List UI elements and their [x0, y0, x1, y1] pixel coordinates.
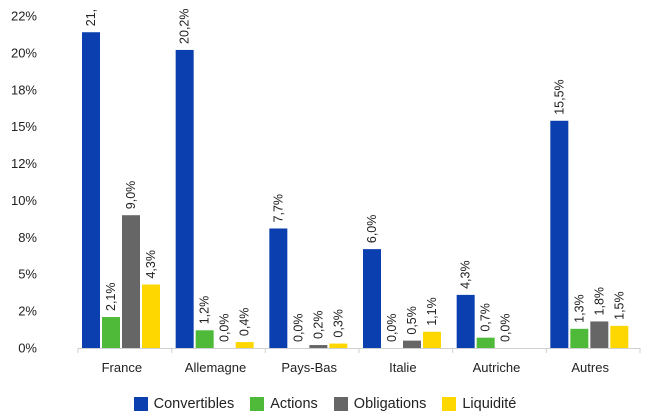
- data-label: 1,2%: [198, 296, 212, 325]
- y-axis: 0% 2% 5% 8% 10% 12% 15% 18% 20% 22%: [11, 9, 37, 356]
- y-tick-label: 15%: [11, 119, 37, 134]
- legend-item: Liquidité: [442, 396, 516, 412]
- y-tick-label: 12%: [11, 156, 37, 171]
- legend-swatch: [133, 397, 148, 411]
- legend-swatch: [250, 397, 265, 411]
- data-label: 15,5%: [552, 79, 566, 114]
- legend-item: Obligations: [333, 396, 427, 412]
- bar-convertibles: [550, 120, 569, 349]
- data-label: 0,0%: [218, 314, 232, 343]
- data-label: 4,3%: [144, 250, 158, 279]
- data-label: 0,4%: [238, 308, 252, 337]
- legend-label: Obligations: [353, 396, 427, 412]
- data-label: 1,3%: [572, 294, 586, 323]
- x-category-label: France: [102, 360, 142, 375]
- legend-swatch: [442, 397, 457, 411]
- bar-convertibles: [363, 249, 381, 348]
- data-label: 0,7%: [479, 303, 493, 331]
- data-label: 20,2%: [178, 8, 192, 43]
- data-label: 6,0%: [365, 215, 379, 244]
- data-label: 1,1%: [425, 297, 439, 326]
- legend-label: Actions: [270, 396, 318, 412]
- legend-item: Convertibles: [133, 396, 235, 412]
- data-label: 0,0%: [385, 314, 399, 343]
- bar-liquidité: [329, 343, 348, 348]
- bar-actions: [102, 317, 120, 348]
- data-label: 21,: [84, 9, 98, 26]
- legend-label: Convertibles: [153, 396, 235, 412]
- data-label: 0,3%: [331, 309, 345, 338]
- bar-liquidité: [423, 331, 441, 348]
- x-category-label: Autriche: [473, 360, 521, 375]
- y-tick-label: 10%: [11, 193, 37, 208]
- bar-actions: [570, 328, 589, 348]
- y-tick-label: 20%: [11, 45, 37, 60]
- data-label: 0,0%: [291, 314, 305, 343]
- bars: 21, 2,1% 9,0% 4,3% 20,2% 1,2% 0,0% 0,4% 7,7% 0,0%…: [82, 8, 629, 349]
- bar-convertibles: [456, 294, 475, 348]
- bar-obligations: [403, 340, 421, 348]
- data-label: 1,5%: [612, 291, 626, 320]
- data-label: 1,8%: [592, 287, 606, 316]
- y-tick-label: 22%: [11, 9, 37, 24]
- data-label: 7,7%: [271, 194, 285, 223]
- bar-obligations: [122, 215, 140, 348]
- data-label: 0,2%: [311, 311, 325, 340]
- y-tick-label: 5%: [18, 267, 37, 282]
- bar-obligations: [590, 321, 609, 348]
- bar-liquidité: [235, 342, 254, 348]
- data-label: 2,1%: [104, 283, 118, 312]
- y-tick-label: 18%: [11, 82, 37, 97]
- legend-label: Liquidité: [462, 396, 517, 412]
- bar-convertibles: [269, 228, 288, 348]
- bar-actions: [476, 337, 495, 348]
- data-label: 0,0%: [499, 314, 513, 342]
- bar-liquidité: [610, 325, 629, 348]
- y-tick-label: 8%: [18, 230, 37, 245]
- bar-obligations: [309, 345, 328, 348]
- bar-convertibles: [175, 49, 194, 349]
- legend-swatch: [333, 397, 348, 411]
- bar-actions: [195, 330, 214, 348]
- x-category-label: Autres: [571, 360, 609, 375]
- data-label: 9,0%: [124, 181, 138, 210]
- data-label: 0,5%: [405, 306, 419, 335]
- x-axis: France Allemagne Pays-Bas Italie Autriche Aut…: [77, 348, 641, 375]
- bar-liquidité: [142, 284, 160, 348]
- data-label: 4,3%: [459, 260, 473, 289]
- y-tick-label: 2%: [18, 304, 37, 319]
- bar-convertibles: [82, 32, 100, 348]
- x-category-label: Pays-Bas: [281, 360, 337, 375]
- y-tick-label: 0%: [18, 341, 37, 356]
- legend: Convertibles Actions Obligations Liquidité: [0, 396, 650, 412]
- legend-item: Actions: [250, 396, 318, 412]
- x-category-label: Italie: [389, 360, 416, 375]
- x-category-label: Allemagne: [185, 360, 246, 375]
